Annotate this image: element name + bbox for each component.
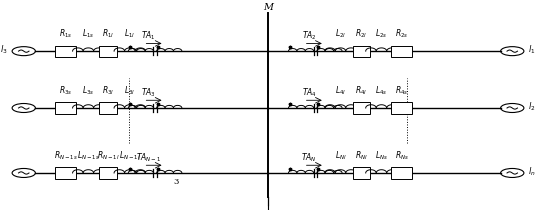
Text: $R_{4s}$: $R_{4s}$ <box>395 84 408 97</box>
Bar <box>391 102 413 114</box>
Text: $l_1$: $l_1$ <box>528 44 535 56</box>
Text: 3: 3 <box>173 178 179 186</box>
Bar <box>55 167 76 179</box>
Bar <box>99 102 117 114</box>
Bar <box>353 46 370 57</box>
Text: $L_{N-1s}$: $L_{N-1s}$ <box>77 149 100 162</box>
Text: $R_{2s}$: $R_{2s}$ <box>395 27 408 40</box>
Bar <box>353 102 370 114</box>
Text: $L_{4s}$: $L_{4s}$ <box>375 84 388 97</box>
Text: $R_{3s}$: $R_{3s}$ <box>59 84 72 97</box>
Text: $R_{4l}$: $R_{4l}$ <box>355 84 368 97</box>
Text: $R_{1s}$: $R_{1s}$ <box>59 27 72 40</box>
Text: $L_{1l}$: $L_{1l}$ <box>124 27 136 40</box>
Bar <box>99 167 117 179</box>
Text: $R_{N-1s}$: $R_{N-1s}$ <box>54 149 78 162</box>
Bar <box>353 167 370 179</box>
Text: $L_{3l}$: $L_{3l}$ <box>124 84 136 97</box>
Text: M: M <box>263 3 273 12</box>
Text: $R_{Nl}$: $R_{Nl}$ <box>355 149 368 162</box>
Text: $L_{Ns}$: $L_{Ns}$ <box>375 149 388 162</box>
Bar <box>99 46 117 57</box>
Text: $L_{Nl}$: $L_{Nl}$ <box>334 149 346 162</box>
Bar <box>55 46 76 57</box>
Text: $TA_3$: $TA_3$ <box>142 87 156 99</box>
Text: $L_{1s}$: $L_{1s}$ <box>82 27 94 40</box>
Text: $l_n$: $l_n$ <box>528 166 536 178</box>
Bar <box>391 167 413 179</box>
Text: $L_{4l}$: $L_{4l}$ <box>335 84 346 97</box>
Text: $R_{Ns}$: $R_{Ns}$ <box>395 149 409 162</box>
Text: $TA_2$: $TA_2$ <box>302 30 316 42</box>
Text: $l_3$: $l_3$ <box>0 44 8 56</box>
Text: $L_{2s}$: $L_{2s}$ <box>375 27 388 40</box>
Text: $TA_1$: $TA_1$ <box>142 30 156 42</box>
Bar <box>55 102 76 114</box>
Text: $TA_4$: $TA_4$ <box>302 87 316 99</box>
Text: $R_{2l}$: $R_{2l}$ <box>355 27 368 40</box>
Text: $L_{N-1l}$: $L_{N-1l}$ <box>119 149 140 162</box>
Text: $TA_N$: $TA_N$ <box>301 152 317 164</box>
Text: $L_{2l}$: $L_{2l}$ <box>335 27 346 40</box>
Text: $l_2$: $l_2$ <box>528 101 535 113</box>
Text: $R_{N-1l}$: $R_{N-1l}$ <box>97 149 120 162</box>
Text: $R_{1l}$: $R_{1l}$ <box>102 27 114 40</box>
Text: $L_{3s}$: $L_{3s}$ <box>82 84 94 97</box>
Text: $TA_{N-1}$: $TA_{N-1}$ <box>136 152 161 164</box>
Text: $R_{3l}$: $R_{3l}$ <box>102 84 114 97</box>
Bar <box>391 46 413 57</box>
